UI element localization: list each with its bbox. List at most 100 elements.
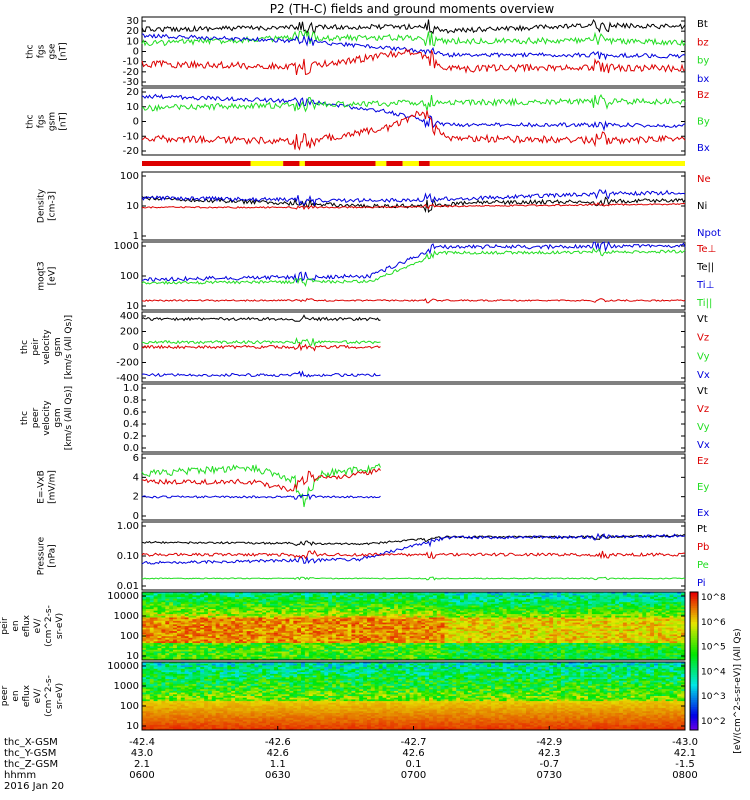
spectrogram-cell [386, 593, 391, 596]
spectrogram-cell [425, 620, 430, 624]
spectrogram-cell [227, 624, 232, 627]
spectrogram-cell [677, 648, 682, 651]
spectrogram-cell [669, 632, 674, 635]
legend-label: Te⊥ [696, 244, 716, 255]
spectrogram-cell [541, 603, 546, 607]
spectrogram-cell [630, 636, 636, 639]
spectrogram-cell [204, 634, 209, 637]
series-line-temperature-0 [141, 240, 686, 283]
legend-label: Bt [697, 19, 708, 30]
spectrogram-cell [347, 598, 352, 601]
spectrogram-cell [405, 605, 411, 608]
spectrogram-cell [332, 609, 337, 612]
spectrogram-cell [510, 619, 515, 622]
spectrogram-cell [242, 631, 248, 634]
spectrogram-cell [665, 609, 670, 612]
spectrogram-cell [250, 632, 255, 635]
spectrogram-cell [231, 615, 236, 618]
spectrogram-cell [452, 619, 457, 622]
spectrogram-cell [374, 627, 380, 630]
spectrogram-cell [246, 646, 252, 649]
spectrogram-cell [657, 607, 663, 610]
spectrogram-cell [223, 620, 228, 624]
spectrogram-cell [677, 620, 682, 624]
spectrogram-cell [277, 622, 283, 625]
spectrogram-cell [448, 617, 453, 620]
spectrogram-cell [444, 598, 449, 601]
spectrogram-cell [467, 603, 473, 607]
spectrogram-cell [657, 636, 663, 639]
spectrogram-cell [487, 607, 492, 610]
spectrogram-cell [642, 592, 647, 595]
spectrogram-cell [355, 631, 360, 634]
spectrogram-cell [266, 615, 271, 618]
spectrogram-cell [568, 636, 573, 639]
spectrogram-cell [487, 629, 492, 632]
spectrogram-cell [436, 626, 442, 629]
spectrogram-cell [145, 629, 151, 632]
spectrogram-cell [246, 605, 252, 608]
spectrogram-cell [196, 617, 201, 620]
spectrogram-cell [650, 622, 655, 625]
spectrogram-cell [312, 605, 318, 608]
spectrogram-cell [293, 612, 298, 615]
spectrogram-cell [173, 622, 178, 625]
spectrogram-cell [460, 639, 465, 642]
spectrogram-cell [425, 615, 430, 618]
spectrogram-cell [301, 598, 306, 601]
spectrogram-cell [638, 641, 643, 644]
spectrogram-cell [332, 632, 337, 635]
spectrogram-cell [273, 627, 279, 630]
spectrogram-cell [394, 598, 399, 601]
spectrogram-cell [153, 615, 158, 618]
spectrogram-cell [343, 627, 349, 630]
spectrogram-cell [572, 629, 577, 632]
spectrogram-cell [506, 631, 511, 634]
spectrogram-cell [250, 614, 255, 617]
spectrogram-cell [673, 644, 678, 647]
spectrogram-cell [440, 620, 445, 624]
spectrogram-cell [200, 598, 205, 601]
spectrogram-cell [180, 624, 186, 627]
spectrogram-cell [452, 617, 457, 620]
spectrogram-cell [386, 634, 391, 637]
spectrogram-cell [277, 644, 283, 647]
spectrogram-cell [401, 636, 407, 639]
spectrogram-cell [285, 617, 290, 620]
spectrogram-cell [312, 595, 318, 598]
spectrogram-cell [518, 607, 523, 610]
spectrogram-cell [452, 600, 457, 603]
spectrogram-cell [215, 632, 221, 635]
spectrogram-cell [595, 593, 601, 596]
spectrogram-cell [304, 597, 310, 600]
spectrogram-cell [370, 597, 376, 600]
series-line-efield-1 [141, 467, 381, 492]
spectrogram-cell [169, 597, 174, 600]
legend-label: By [697, 117, 710, 128]
spectrogram-cell [514, 636, 519, 639]
spectrogram-cell [584, 598, 589, 601]
spectrogram-cell [436, 639, 442, 642]
spectrogram-cell [386, 612, 391, 615]
spectrogram-cell [479, 600, 484, 603]
spectrogram-cell [572, 643, 577, 646]
spectrogram-cell [242, 643, 248, 646]
spectrogram-cell [545, 646, 550, 649]
ylabel-line: [nT] [59, 42, 69, 60]
spectrogram-cell [564, 610, 570, 613]
spectrogram-cell [657, 632, 663, 635]
spectrogram-cell [145, 636, 151, 639]
spectrogram-cell [200, 615, 205, 618]
spectrogram-cell [595, 644, 601, 647]
spectrogram-cell [588, 610, 593, 613]
spectrogram-cell [440, 617, 445, 620]
spectrogram-cell [502, 617, 508, 620]
series-line-efield-0 [141, 463, 381, 508]
spectrogram-cell [506, 620, 511, 624]
spectrogram-cell [657, 600, 663, 603]
spectrogram-cell [173, 607, 178, 610]
spectrogram-cell [328, 644, 333, 647]
panel-peer-velocity-ylabel: thc peer velocity gsm [km/s (All Qs)] [20, 386, 74, 450]
spectrogram-cell [471, 643, 477, 646]
spectrogram-cell [184, 615, 190, 618]
